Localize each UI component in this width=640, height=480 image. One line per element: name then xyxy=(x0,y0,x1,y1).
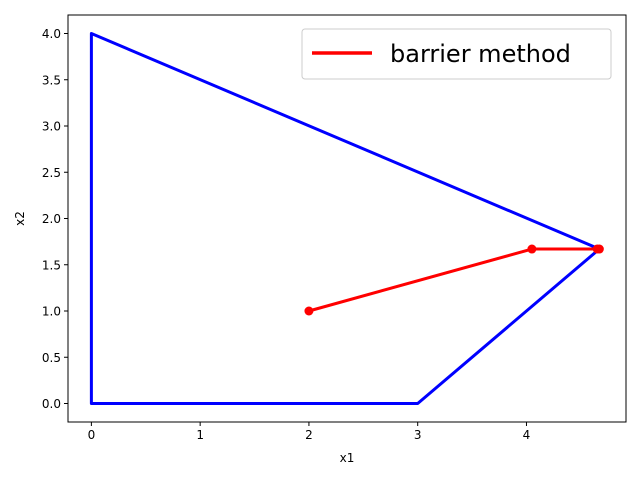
x-tick-label: 3 xyxy=(414,428,422,442)
y-axis-label: x2 xyxy=(13,211,27,226)
y-tick-label: 2.0 xyxy=(42,212,61,226)
x-tick-label: 1 xyxy=(196,428,204,442)
barrier-path-point-0 xyxy=(304,306,314,316)
y-tick-label: 1.5 xyxy=(42,258,61,272)
y-tick-label: 3.0 xyxy=(42,120,61,134)
y-axis-ticks: 0.0 0.5 1.0 1.5 2.0 2.5 3.0 3.5 4.0 xyxy=(42,27,68,411)
y-tick-label: 1.0 xyxy=(42,305,61,319)
x-axis-label: x1 xyxy=(340,451,355,465)
x-tick-label: 2 xyxy=(305,428,313,442)
y-tick-label: 2.5 xyxy=(42,166,61,180)
y-tick-label: 0.5 xyxy=(42,351,61,365)
barrier-path-point-3 xyxy=(594,244,604,254)
legend-box xyxy=(301,28,612,80)
plot-area xyxy=(89,32,604,405)
x-tick-label: 0 xyxy=(88,428,96,442)
y-tick-label: 3.5 xyxy=(42,73,61,87)
x-axis-ticks: 0 1 2 3 4 xyxy=(88,422,531,442)
y-tick-label: 4.0 xyxy=(42,27,61,41)
x-tick-label: 4 xyxy=(523,428,531,442)
barrier-path-point-1 xyxy=(527,244,537,254)
legend: barrier method xyxy=(301,28,612,80)
legend-label-barrier-method: barrier method xyxy=(390,40,571,68)
y-tick-label: 0.0 xyxy=(42,397,61,411)
